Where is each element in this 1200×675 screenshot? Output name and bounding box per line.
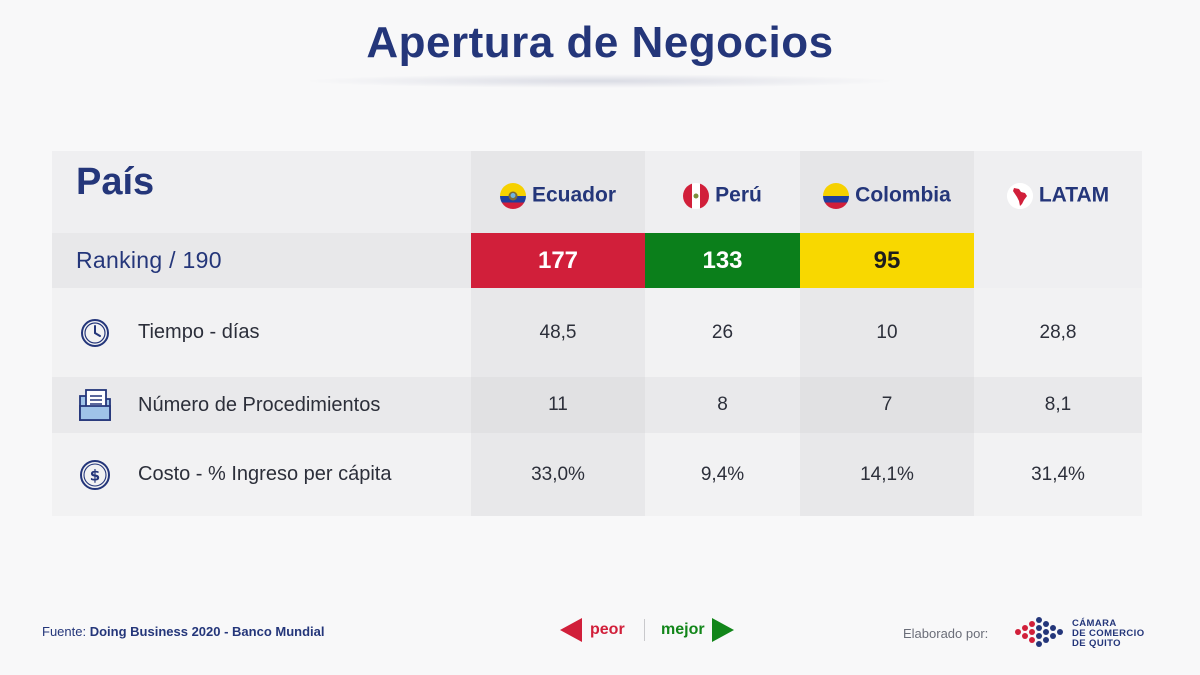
legend-better: mejor	[661, 621, 705, 638]
ranking-peru: 133	[645, 233, 800, 288]
comparison-table: País Ecuador Perú Colombia	[52, 151, 1142, 516]
legend-worse: peor	[590, 621, 625, 638]
cell-peru: 9,4%	[700, 463, 745, 485]
arrow-right-icon	[712, 618, 734, 647]
made-by-label: Elaborado por:	[903, 626, 989, 641]
source-prefix: Fuente:	[42, 624, 87, 639]
ranking-row: Ranking / 190 177 133 95	[52, 233, 1142, 288]
logo-line: DE COMERCIO	[1072, 628, 1145, 639]
row-label-cell: Número de Procedimientos	[52, 377, 471, 433]
cell-colombia: 14,1%	[860, 463, 914, 485]
peru-flag-icon	[683, 183, 710, 209]
ranking-latam	[974, 233, 1142, 288]
row-label: Tiempo - días	[138, 321, 260, 343]
country-name: LATAM	[1038, 183, 1110, 207]
arrow-left-icon	[560, 618, 582, 647]
svg-text:$: $	[90, 466, 100, 484]
header-ecuador: Ecuador	[471, 151, 645, 233]
source-note: Fuente: Doing Business 2020 - Banco Mund…	[42, 624, 325, 639]
cell-latam: 8,1	[1044, 394, 1072, 415]
header-latam: LATAM	[974, 151, 1142, 233]
row-label-cell: Tiempo - días	[52, 288, 471, 377]
row-label: Costo - % Ingreso per cápita	[138, 463, 392, 485]
cell-latam: 31,4%	[1031, 463, 1085, 485]
legend: peor mejor	[560, 615, 740, 645]
country-name: Perú	[715, 183, 762, 207]
dollar-icon: $	[76, 456, 114, 494]
logo-text: CÁMARA DE COMERCIO DE QUITO	[1072, 619, 1145, 649]
country-name: Colombia	[855, 183, 951, 207]
row-label: Número de Procedimientos	[138, 393, 381, 416]
ranking-value: 177	[537, 246, 579, 274]
table-header-row: País Ecuador Perú Colombia	[52, 151, 1142, 233]
cell-ecuador: 11	[548, 394, 568, 415]
table-row: Tiempo - días 48,5 26 10 28,8	[52, 288, 1142, 377]
latam-map-icon	[1006, 183, 1033, 209]
cell-ecuador: 33,0%	[531, 463, 585, 485]
header-peru: Perú	[645, 151, 800, 233]
cell-ecuador: 48,5	[539, 321, 577, 343]
ranking-value: 95	[873, 246, 901, 274]
cell-latam: 28,8	[1039, 321, 1077, 343]
clock-icon	[76, 314, 114, 352]
ranking-ecuador: 177	[471, 233, 645, 288]
documents-icon	[76, 386, 114, 424]
cell-colombia: 10	[876, 321, 898, 343]
country-name: Ecuador	[531, 183, 617, 207]
header-country-label: País	[76, 161, 155, 203]
header-label-cell: País	[52, 151, 471, 233]
source-text: Doing Business 2020 - Banco Mundial	[89, 624, 325, 639]
page-title: Apertura de Negocios	[366, 18, 834, 67]
cell-peru: 8	[717, 394, 728, 415]
colombia-flag-icon	[823, 183, 850, 209]
header-colombia: Colombia	[800, 151, 974, 233]
cell-colombia: 7	[881, 394, 893, 415]
camara-comercio-logo-icon	[1014, 614, 1070, 655]
ranking-label: Ranking / 190	[76, 247, 222, 273]
legend-divider	[644, 619, 645, 641]
row-label-cell: $ Costo - % Ingreso per cápita	[52, 433, 471, 516]
logo-line: DE QUITO	[1072, 638, 1121, 649]
ranking-colombia: 95	[800, 233, 974, 288]
title-underline-shadow	[300, 74, 900, 88]
table-row: Número de Procedimientos 11 8 7 8,1	[52, 377, 1142, 433]
logo-line: CÁMARA	[1072, 618, 1117, 629]
cell-peru: 26	[711, 321, 734, 343]
table-row: $ Costo - % Ingreso per cápita 33,0% 9,4…	[52, 433, 1142, 516]
ranking-label-cell: Ranking / 190	[52, 233, 471, 288]
ranking-value: 133	[702, 246, 743, 274]
ecuador-flag-icon	[499, 183, 526, 209]
